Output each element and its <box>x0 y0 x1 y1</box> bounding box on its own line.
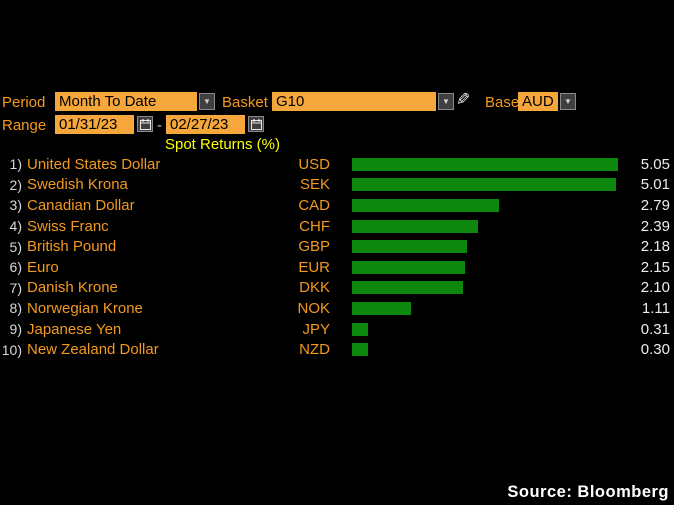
range-end-calendar-button[interactable] <box>248 116 264 132</box>
currency-name: Norwegian Krone <box>27 299 143 317</box>
currency-code: NOK <box>297 299 330 317</box>
return-value: 5.01 <box>640 176 670 194</box>
calendar-icon <box>139 118 151 130</box>
bar-cell <box>330 343 630 357</box>
return-bar <box>352 260 466 274</box>
currency-name: Danish Krone <box>27 279 118 297</box>
return-bar <box>352 219 478 233</box>
range-start-input[interactable] <box>55 115 134 134</box>
basket-dropdown-button[interactable]: ▼ <box>438 93 454 110</box>
period-dropdown[interactable]: Month To Date <box>55 92 197 111</box>
row-rank: 5) <box>9 238 22 255</box>
bar-cell <box>330 219 630 233</box>
basket-label: Basket <box>222 94 268 111</box>
return-bar <box>352 301 411 315</box>
currency-name: British Pound <box>27 238 117 256</box>
pencil-icon: ✎ <box>456 90 471 109</box>
table-row[interactable]: 1) United States Dollar USD 5.05 <box>0 154 674 175</box>
currency-code: USD <box>298 155 330 173</box>
base-dropdown-button[interactable]: ▼ <box>560 93 576 110</box>
chart-title: Spot Returns (%) <box>164 136 281 153</box>
bar-cell <box>330 301 630 315</box>
bar-cell <box>330 322 630 336</box>
return-value: 2.18 <box>640 238 670 256</box>
currency-name: Euro <box>27 258 59 276</box>
currency-name: United States Dollar <box>27 155 161 173</box>
table-row[interactable]: 3) Canadian Dollar CAD 2.79 <box>0 195 674 216</box>
bar-cell <box>330 157 630 171</box>
return-bar <box>352 343 368 357</box>
row-rank: 6) <box>9 259 22 276</box>
base-dropdown[interactable]: AUD <box>518 92 558 111</box>
row-rank: 4) <box>9 218 22 235</box>
currency-code: GBP <box>298 238 330 256</box>
chevron-down-icon: ▼ <box>442 97 450 106</box>
range-separator: - <box>157 117 162 134</box>
return-value: 2.79 <box>640 196 670 214</box>
return-value: 0.30 <box>640 341 670 359</box>
table-row[interactable]: 9) Japanese Yen JPY 0.31 <box>0 319 674 340</box>
bar-cell <box>330 260 630 274</box>
return-value: 2.15 <box>640 258 670 276</box>
return-bar <box>352 281 463 295</box>
table-row[interactable]: 7) Danish Krone DKK 2.10 <box>0 278 674 299</box>
edit-basket-button[interactable]: ✎ <box>456 90 470 110</box>
currency-code: EUR <box>298 258 330 276</box>
source-attribution: Source: Bloomberg <box>507 483 669 501</box>
row-rank: 10) <box>1 341 22 358</box>
chevron-down-icon: ▼ <box>203 97 211 106</box>
return-value: 2.10 <box>640 279 670 297</box>
table-row[interactable]: 10) New Zealand Dollar NZD 0.30 <box>0 339 674 360</box>
table-row[interactable]: 2) Swedish Krona SEK 5.01 <box>0 175 674 196</box>
currency-name: Swiss Franc <box>27 217 109 235</box>
table-row[interactable]: 5) British Pound GBP 2.18 <box>0 236 674 257</box>
period-label: Period <box>2 94 46 111</box>
return-bar <box>352 322 369 336</box>
return-value: 0.31 <box>640 320 670 338</box>
table-row[interactable]: 6) Euro EUR 2.15 <box>0 257 674 278</box>
basket-dropdown[interactable]: G10 <box>272 92 436 111</box>
currency-code: NZD <box>299 341 330 359</box>
row-rank: 1) <box>9 156 22 173</box>
range-start-calendar-button[interactable] <box>137 116 153 132</box>
currency-code: CHF <box>299 217 330 235</box>
range-label: Range <box>2 117 47 134</box>
range-end-input[interactable] <box>166 115 245 134</box>
row-rank: 9) <box>9 321 22 338</box>
return-bar <box>352 178 616 192</box>
bar-cell <box>330 240 630 254</box>
return-value: 5.05 <box>640 155 670 173</box>
currency-code: DKK <box>299 279 330 297</box>
period-dropdown-button[interactable]: ▼ <box>199 93 215 110</box>
currency-name: Canadian Dollar <box>27 196 135 214</box>
currency-code: SEK <box>299 176 330 194</box>
table-row[interactable]: 8) Norwegian Krone NOK 1.11 <box>0 298 674 319</box>
return-bar <box>352 157 618 171</box>
currency-name: Swedish Krona <box>27 176 128 194</box>
return-bar <box>352 240 467 254</box>
table-row[interactable]: 4) Swiss Franc CHF 2.39 <box>0 216 674 237</box>
bar-cell <box>330 178 630 192</box>
base-label: Base <box>485 94 520 111</box>
currency-name: New Zealand Dollar <box>27 341 159 359</box>
row-rank: 8) <box>9 300 22 317</box>
spot-returns-chart: 1) United States Dollar USD 5.05 2) Swed… <box>0 154 674 360</box>
bar-cell <box>330 281 630 295</box>
return-value: 2.39 <box>640 217 670 235</box>
row-rank: 2) <box>9 176 22 193</box>
bar-cell <box>330 198 630 212</box>
row-rank: 7) <box>9 279 22 296</box>
chevron-down-icon: ▼ <box>564 97 572 106</box>
return-bar <box>352 198 499 212</box>
currency-name: Japanese Yen <box>27 320 122 338</box>
calendar-icon <box>250 118 262 130</box>
row-rank: 3) <box>9 197 22 214</box>
return-value: 1.11 <box>641 299 670 317</box>
currency-code: JPY <box>302 320 330 338</box>
currency-code: CAD <box>298 196 330 214</box>
